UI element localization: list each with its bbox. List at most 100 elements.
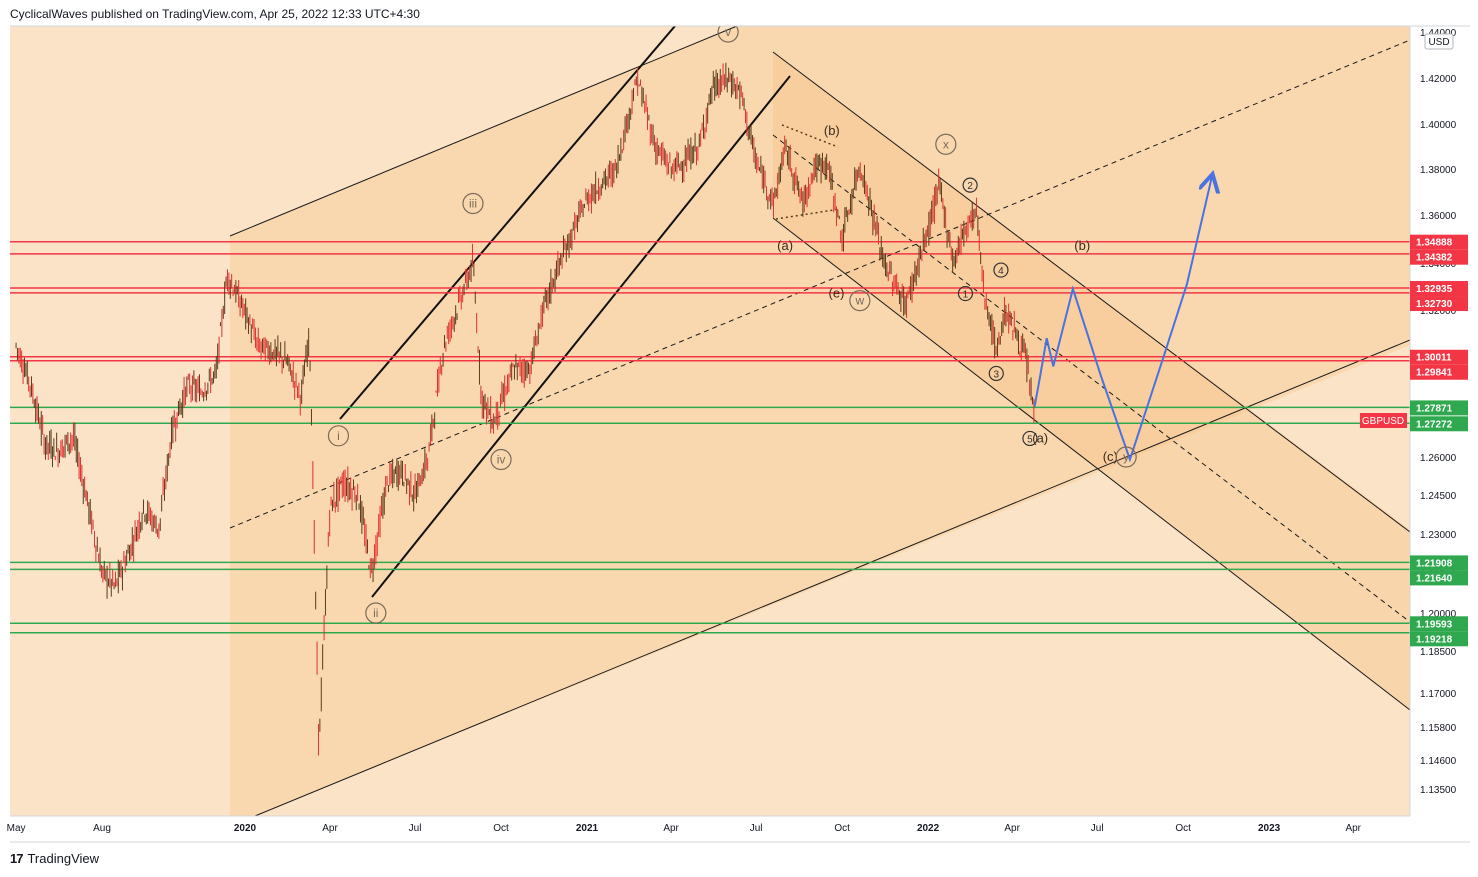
y-tick-label: 1.26000 (1420, 453, 1457, 464)
level-tag-label: 1.21908 (1416, 558, 1453, 569)
wave-label-4: 4 (998, 266, 1004, 277)
down-channel-top (772, 51, 1410, 533)
wave-label-2: 2 (967, 181, 973, 192)
level-tag-1.21908 (1410, 555, 1468, 571)
time-axis[interactable]: May Aug 2020 Apr Jul Oct 2021 Apr Jul Oct 2022 Apr J… (7, 823, 1362, 834)
y-tick-label: 1.42000 (1420, 74, 1457, 85)
x-tick-label: May (7, 823, 26, 834)
currency-label: USD (1428, 37, 1449, 48)
y-tick-label: 1.38000 (1420, 165, 1457, 176)
wave-label-5: 5 (1027, 434, 1033, 445)
x-tick-label: Oct (493, 823, 509, 834)
y-tick-label: 1.32000 (1420, 306, 1457, 317)
wave-label-w: w (855, 294, 865, 308)
y-tick-label: 1.40000 (1420, 120, 1457, 131)
wave-label-b: (b) (1074, 238, 1090, 253)
level-tag-label: 1.19593 (1416, 619, 1453, 630)
y-tick-label: 1.36000 (1420, 211, 1457, 222)
wave-label-ring (988, 365, 1004, 382)
channel-mid-dashed (229, 39, 1410, 529)
level-tag-1.32935 (1410, 281, 1468, 297)
x-tick-label: 2020 (234, 823, 257, 834)
down-channel-bottom (772, 217, 1410, 711)
wave-projection (1033, 176, 1213, 463)
x-tick-label: Jul (750, 823, 763, 834)
x-tick-label: Jul (1091, 823, 1104, 834)
level-tag-label: 1.19218 (1416, 634, 1453, 645)
level-tag-1.21640 (1410, 570, 1468, 586)
wave-label-ring (490, 448, 512, 471)
level-tag-1.32730 (1410, 296, 1468, 312)
wave-label-a: (a) (777, 238, 793, 253)
x-tick-label: Apr (1345, 823, 1361, 834)
level-tag-1.27871 (1410, 400, 1468, 416)
level-tag-1.29841 (1410, 364, 1468, 380)
channel-lower-line (254, 339, 1410, 816)
x-tick-label: 2023 (1258, 823, 1281, 834)
wave-label-ring (849, 290, 871, 312)
symbol-tag (1360, 413, 1407, 428)
wave-label-ring (962, 177, 978, 193)
currency-badge (1424, 33, 1454, 50)
x-tick-label: 2022 (917, 823, 940, 834)
horizontal-levels (10, 240, 1410, 634)
x-tick-label: Aug (93, 823, 111, 834)
wave-label-e: (e) (829, 286, 845, 301)
price-tags: 1.34888 1.34382 1.32935 1.32730 1.30011 1.298… (1410, 234, 1468, 647)
level-tag-label: 1.27871 (1416, 403, 1453, 414)
wave-label-ring (717, 26, 739, 43)
level-tag-1.19218 (1410, 631, 1468, 647)
wave-label-3: 3 (993, 369, 999, 380)
tradingview-logo[interactable]: 17 TradingView (10, 851, 99, 866)
wave-label-ring (935, 133, 957, 155)
x-tick-label: Oct (834, 823, 850, 834)
level-tag-label: 1.30011 (1416, 353, 1452, 364)
level-tag-1.19593 (1410, 616, 1468, 632)
level-tag-label: 1.32935 (1416, 284, 1453, 295)
x-tick-label: Jul (409, 823, 422, 834)
y-tick-label: 1.15800 (1420, 723, 1457, 734)
y-tick-label: 1.23000 (1420, 530, 1457, 541)
wave-label-a: (a) (1032, 430, 1048, 445)
y-tick-label: 1.14600 (1420, 756, 1457, 767)
wave-label-ring (365, 602, 387, 624)
channel-upper-line (229, 26, 738, 237)
wave-label-iii: iii (469, 197, 477, 211)
tradingview-wordmark: TradingView (27, 851, 100, 866)
level-tag-1.30011 (1410, 349, 1468, 365)
wave-label-ring (327, 425, 350, 447)
wave-label-ring (1115, 446, 1137, 468)
price-candles (15, 62, 1035, 756)
triangle-top (781, 124, 839, 148)
level-tag-label: 1.29841 (1416, 368, 1453, 379)
wave-label-i: i (337, 429, 340, 443)
wave-label-ring (462, 192, 484, 215)
wave-label-b: (b) (824, 123, 840, 138)
impulse-lower-line (371, 75, 791, 598)
x-tick-label: Apr (1004, 823, 1020, 834)
impulse-upper-line (339, 26, 676, 420)
level-tag-1.34888 (1410, 234, 1468, 250)
wave-label-c: (c) (1103, 449, 1118, 464)
wave-label-ring (957, 285, 974, 302)
y-tick-label: 1.18500 (1420, 647, 1457, 658)
level-tag-1.27272 (1410, 416, 1468, 432)
level-tag-label: 1.34888 (1416, 238, 1453, 249)
upper-channel-fill (230, 26, 1410, 816)
tradingview-mark-icon: 17 (10, 851, 24, 866)
wave-label-v: v (725, 25, 731, 39)
level-tag-label: 1.32730 (1416, 299, 1453, 310)
wave-label-ring (993, 262, 1009, 278)
level-tag-label: 1.27272 (1416, 419, 1453, 430)
wave-label-1: 1 (963, 290, 969, 301)
wave-label-y: y (1123, 450, 1129, 464)
wave-label-x: x (943, 137, 949, 151)
level-tag-1.34382 (1410, 249, 1468, 265)
publisher-line: CyclicalWaves published on TradingView.c… (10, 7, 420, 21)
wave-label-iv: iv (497, 453, 506, 467)
level-tag-label: 1.34382 (1416, 253, 1453, 264)
triangle-bottom (775, 208, 841, 220)
x-tick-label: Apr (322, 823, 338, 834)
y-tick-label: 1.20000 (1420, 609, 1457, 620)
